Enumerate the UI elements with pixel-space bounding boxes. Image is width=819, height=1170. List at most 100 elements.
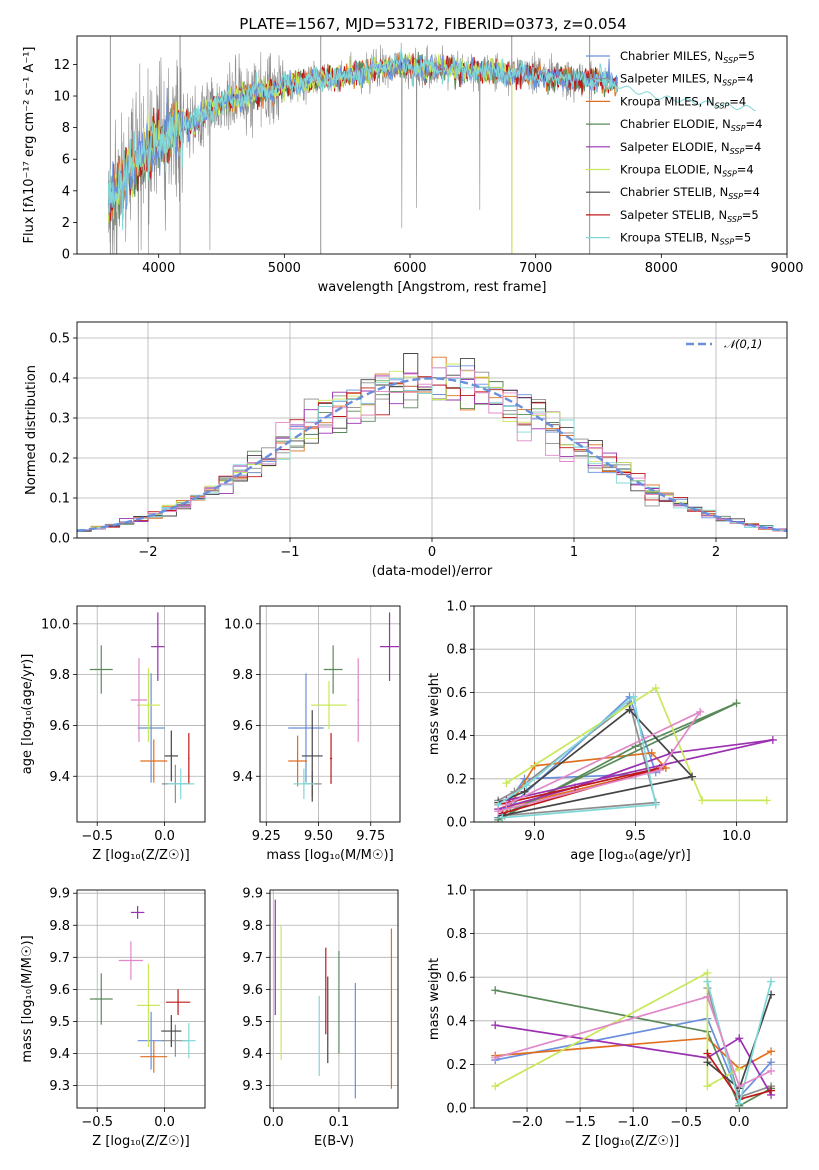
weight-line [505, 686, 767, 802]
weight-line [495, 1024, 772, 1096]
plot-area [270, 890, 398, 1108]
x-tick-label: 9.75 [356, 829, 385, 844]
weight-line [497, 702, 737, 821]
y-tick-label: 0.4 [446, 729, 467, 744]
y-tick-label: 0.6 [446, 971, 467, 986]
y-tick-label: 0.6 [446, 686, 467, 701]
x-axis-label: E(B-V) [314, 1134, 354, 1149]
error-bar-point [182, 1023, 196, 1059]
legend-label: Chabrier ELODIE, NSSP=4 [620, 117, 762, 133]
error-bar-point [130, 658, 148, 742]
y-tick-label: 9.7 [49, 951, 70, 966]
legend-label: Salpeter STELIB, NSSP=5 [620, 208, 759, 224]
x-tick-label: 4000 [142, 261, 175, 276]
axes-frame [259, 605, 401, 823]
residual-histogram [77, 367, 787, 533]
x-tick-label: 9.5 [625, 829, 646, 844]
axes-weight-vs-age: 9.0 9.5 10.0 0.0 0.2 0.4 0.6 0.8 1.0 age [log₁₀(a… [427, 600, 788, 863]
y-tick-label: 9.4 [49, 770, 70, 785]
y-tick-label: 0.4 [446, 1014, 467, 1029]
y-tick-label: 9.6 [232, 719, 253, 734]
x-tick-label: −2.0 [511, 1115, 543, 1130]
model-spectrum [107, 53, 618, 216]
x-tick-label: 2 [712, 545, 720, 560]
x-tick-label: 0 [428, 545, 436, 560]
legend-label: Kroupa STELIB, NSSP=5 [620, 231, 751, 247]
x-axis-label: Z [log₁₀(Z/Z☉)] [92, 848, 189, 863]
weight-marker [735, 1034, 744, 1043]
weight-marker [703, 992, 712, 1001]
weight-marker [651, 684, 660, 693]
plot-content [288, 612, 399, 802]
y-tick-label: 9.4 [49, 1047, 70, 1062]
x-tick-label: 9.50 [304, 829, 333, 844]
axes-residuals: −2 −1 0 1 2 0.0 0.1 0.2 0.3 0.4 0.5 (data-model)/er… [24, 321, 788, 579]
error-bar-point [288, 735, 308, 787]
plot-content [107, 36, 756, 254]
model-spectrum [591, 77, 756, 112]
y-axis-label: mass weight [427, 673, 442, 755]
figure-title: PLATE=1567, MJD=53172, FIBERID=0373, z=0… [239, 15, 626, 33]
y-tick-label: 9.8 [242, 919, 263, 934]
plot-content [77, 353, 787, 534]
error-bar-point [136, 668, 160, 742]
weight-series [502, 684, 771, 805]
weight-marker [491, 986, 500, 995]
weight-line [495, 1017, 772, 1099]
y-tick-label: 0.2 [446, 772, 467, 787]
error-bar-point [311, 680, 347, 730]
legend-label: Kroupa MILES, NSSP=4 [620, 94, 746, 110]
x-tick-label: −0.5 [81, 829, 113, 844]
weight-marker [491, 1021, 500, 1030]
x-tick-label: 9.25 [252, 829, 281, 844]
y-tick-label: 1.0 [446, 600, 467, 615]
y-tick-label: 0.1 [49, 492, 70, 507]
x-tick-label: 5000 [268, 261, 301, 276]
weight-marker [735, 1099, 744, 1108]
model-spectrum [107, 49, 618, 230]
x-tick-label: −1.5 [564, 1115, 596, 1130]
y-axis-label: mass [log₁₀(M/M☉)] [20, 935, 35, 1062]
axes-frame [269, 889, 399, 1109]
normal-curve [77, 377, 787, 533]
y-axis-label: Flux [fλ10⁻¹⁷ erg cm⁻² s⁻¹ A⁻¹] [22, 47, 37, 244]
y-tick-label: 9.6 [49, 983, 70, 998]
error-bar-point [167, 768, 195, 800]
axes-frame [76, 889, 206, 1109]
error-bar-point [161, 1015, 182, 1048]
x-axis-label: wavelength [Angstrom, rest frame] [318, 280, 547, 295]
weight-marker [491, 1053, 500, 1062]
plot-content [274, 899, 393, 1099]
legend-label: Kroupa ELODIE, NSSP=4 [620, 163, 754, 179]
error-bar-point [188, 733, 190, 784]
error-bar-point [357, 658, 360, 742]
y-tick-label: 0.0 [446, 1102, 467, 1117]
x-tick-label: −1.0 [617, 1115, 649, 1130]
y-tick-label: 9.6 [49, 719, 70, 734]
y-tick-label: 10.0 [224, 617, 253, 632]
weight-series [494, 692, 660, 822]
y-tick-label: 0.4 [49, 372, 70, 387]
weight-marker [767, 1086, 776, 1095]
weight-marker [767, 1066, 776, 1075]
weight-series [491, 992, 776, 1091]
weight-marker [631, 742, 640, 751]
y-tick-label: 9.8 [49, 668, 70, 683]
weight-marker [522, 781, 531, 790]
y-axis-label: Normed distribution [24, 365, 39, 495]
weight-line [497, 709, 703, 813]
axes-weight-vs-Z: −2.0 −1.5 −1.0 −0.5 0.0 0.0 0.2 0.4 0.6 0.8 1.0 Z [… [427, 884, 788, 1149]
weight-series [703, 1049, 776, 1104]
plot-area [260, 606, 400, 822]
y-tick-label: 9.4 [232, 770, 253, 785]
y-tick-label: 0.0 [446, 816, 467, 831]
y-tick-label: 4 [62, 184, 70, 199]
weight-series [494, 707, 705, 816]
weight-marker [703, 968, 712, 977]
weight-marker [651, 800, 660, 809]
error-bar-point [137, 673, 165, 783]
y-tick-label: 10.0 [41, 617, 70, 632]
weight-marker [768, 735, 777, 744]
y-tick-label: 12 [53, 58, 70, 73]
